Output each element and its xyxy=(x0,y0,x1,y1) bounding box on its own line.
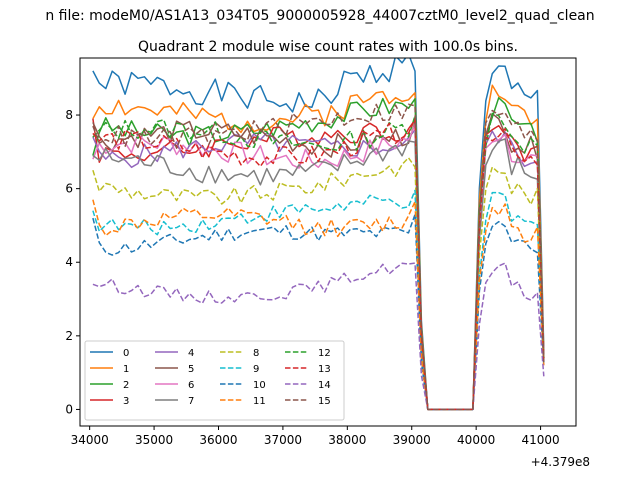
legend-label: 3 xyxy=(123,396,129,407)
axes-frame xyxy=(79,57,577,427)
x-tick-label: 34000 xyxy=(71,433,109,447)
legend-label: 6 xyxy=(188,380,194,391)
legend-label: 8 xyxy=(253,348,259,359)
legend-label: 15 xyxy=(318,396,331,407)
y-tick-label: 6 xyxy=(65,182,73,196)
x-tick-label: 38000 xyxy=(328,433,366,447)
legend-label: 5 xyxy=(188,364,194,375)
legend-label: 1 xyxy=(123,364,129,375)
legend-label: 13 xyxy=(318,364,331,375)
x-tick-label: 35000 xyxy=(135,433,173,447)
y-tick-label: 0 xyxy=(65,402,73,416)
legend-label: 14 xyxy=(318,380,331,391)
legend-label: 4 xyxy=(188,348,194,359)
legend-frame xyxy=(84,340,345,421)
y-tick-label: 2 xyxy=(65,329,73,343)
legend-label: 9 xyxy=(253,364,259,375)
x-axis: 34000 35000 36000 37000 38000 39000 40000 41000 xyxy=(71,426,560,447)
legend-label: 11 xyxy=(253,396,266,407)
figure-suptitle: n file: modeM0/AS1A13_034T05_9000005928_… xyxy=(45,8,594,24)
x-tick-label: 39000 xyxy=(393,433,431,447)
legend-label: 2 xyxy=(123,380,129,391)
x-tick-label: 37000 xyxy=(264,433,302,447)
legend-label: 7 xyxy=(188,396,194,407)
legend-label: 0 xyxy=(123,348,129,359)
y-axis: 0 2 4 6 8 xyxy=(65,108,80,416)
series-line-15 xyxy=(92,103,545,411)
y-tick-label: 8 xyxy=(65,108,73,122)
x-tick-label: 36000 xyxy=(199,433,237,447)
y-tick-label: 4 xyxy=(65,255,73,269)
legend-label: 10 xyxy=(253,380,266,391)
x-tick-label: 40000 xyxy=(457,433,495,447)
legend-label: 12 xyxy=(318,348,331,359)
plot-area xyxy=(92,58,545,411)
x-tick-label: 41000 xyxy=(521,433,559,447)
x-offset-label: +4.379e8 xyxy=(531,455,590,469)
chart-title: Quadrant 2 module wise count rates with … xyxy=(138,39,518,55)
